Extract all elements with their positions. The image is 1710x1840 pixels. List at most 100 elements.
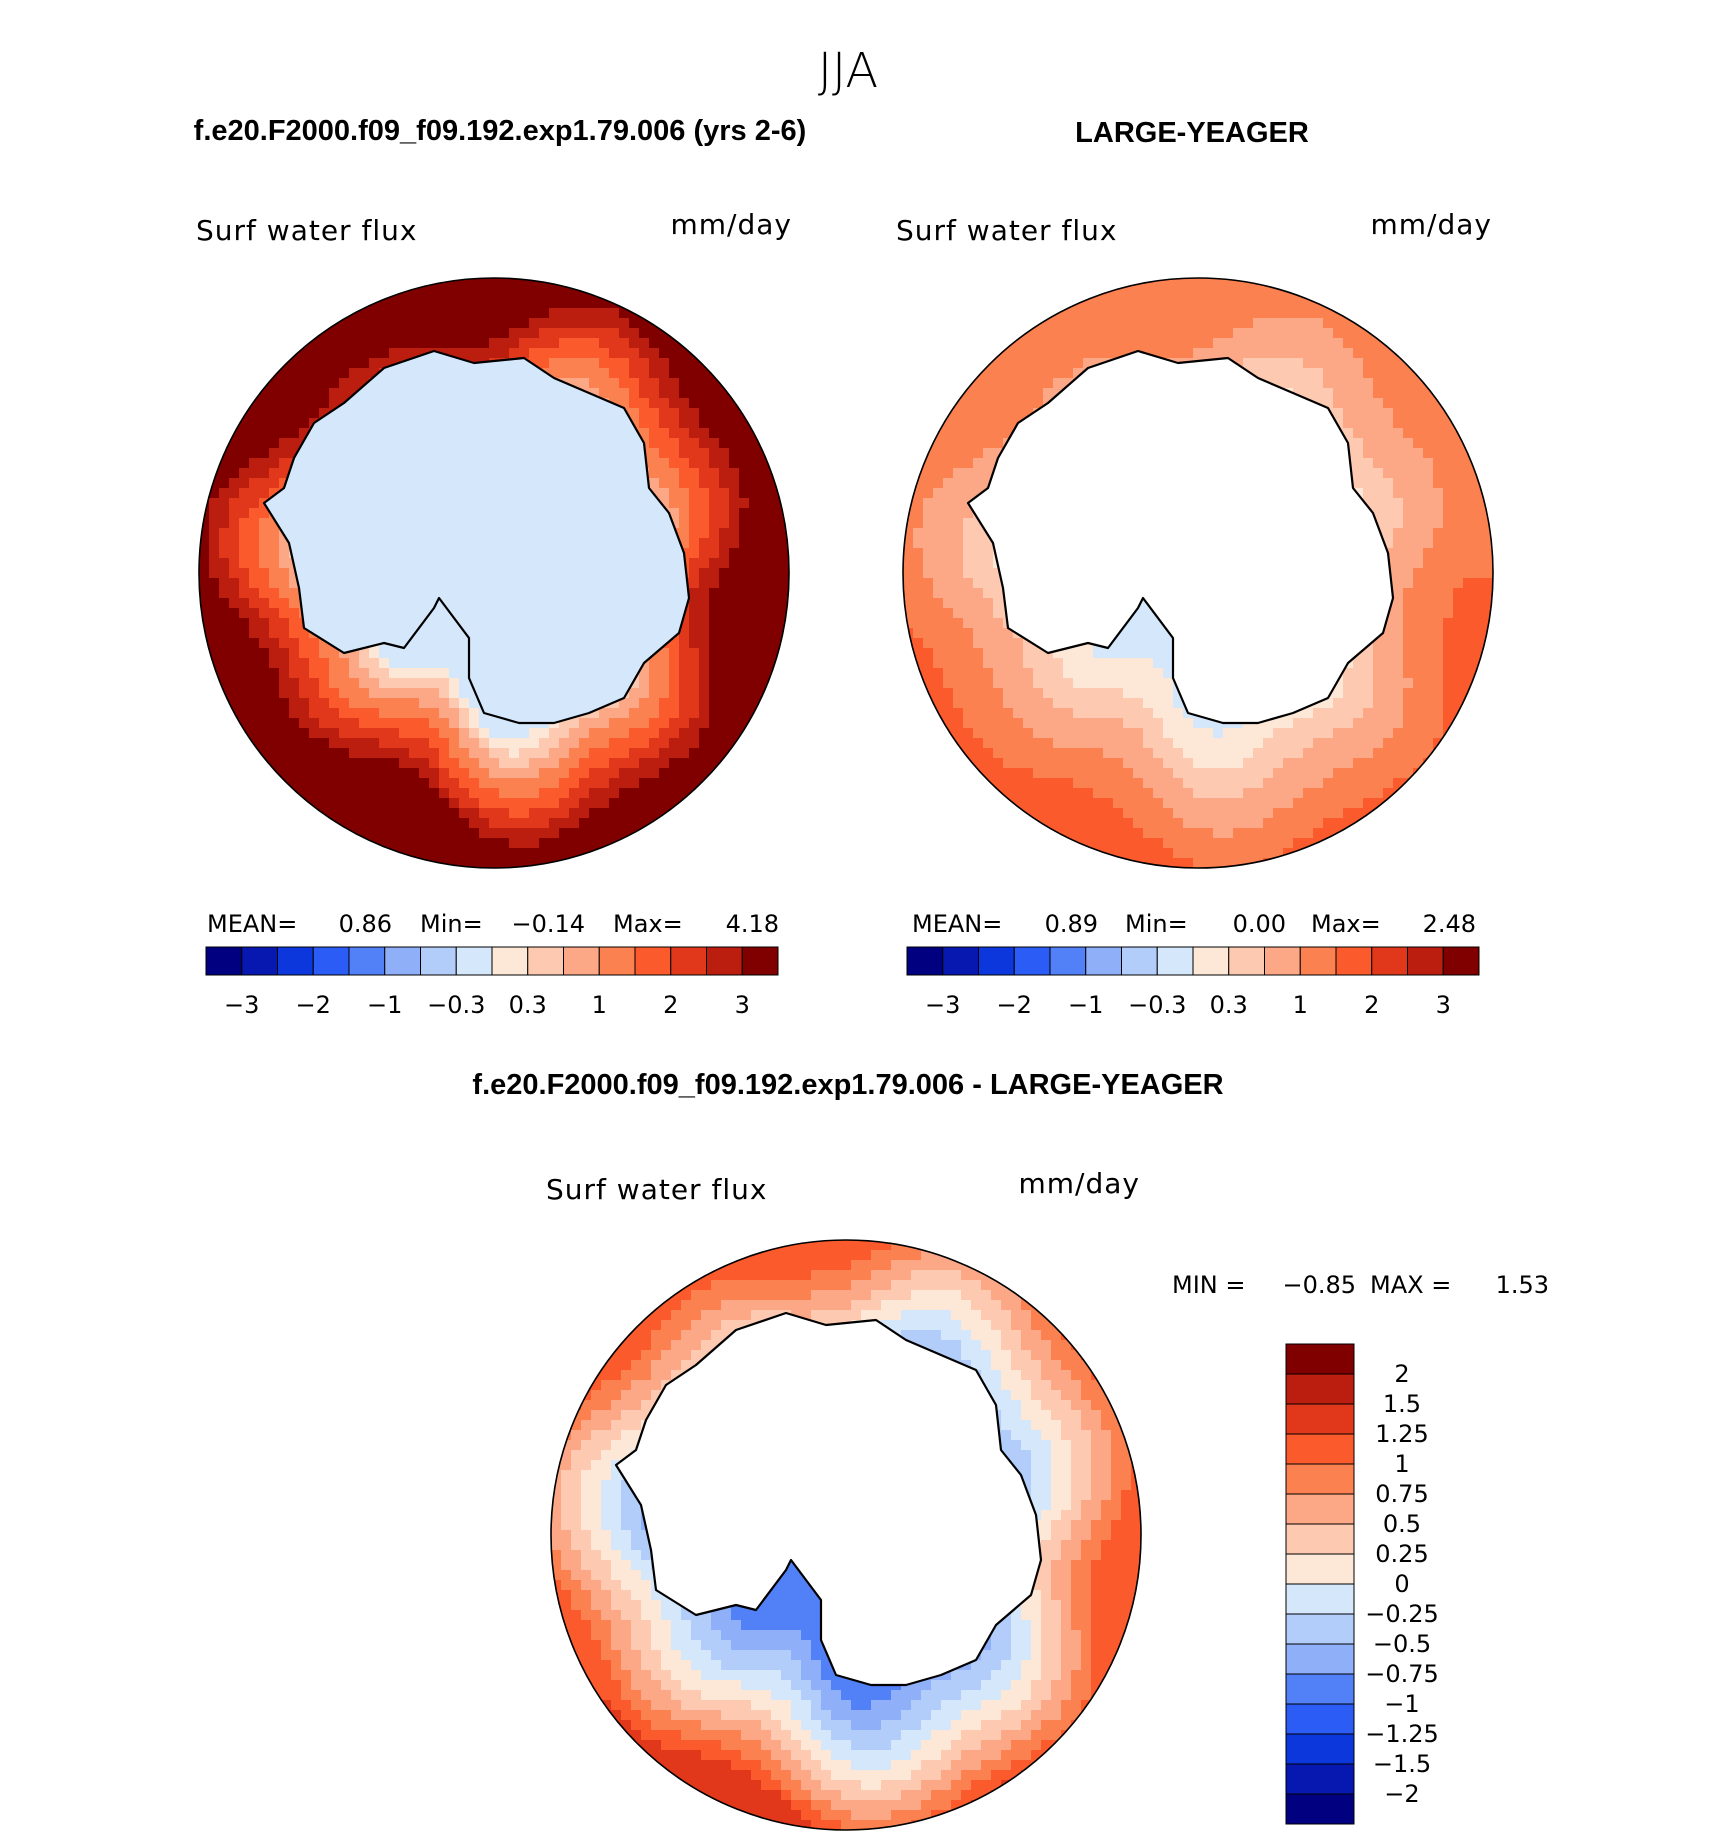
map-grid-cell [469, 348, 480, 359]
map-grid-cell [943, 628, 954, 639]
map-grid-cell [359, 688, 370, 699]
map-grid-cell [249, 648, 260, 659]
map-grid-cell [299, 418, 310, 429]
map-grid-cell [439, 798, 450, 809]
map-grid-cell [1243, 358, 1254, 369]
map-grid-cell [479, 348, 490, 359]
map-grid-cell [1373, 458, 1384, 469]
map-grid-cell [739, 468, 750, 479]
map-grid-cell [509, 838, 520, 849]
map-grid-cell [1163, 348, 1174, 359]
map-grid-cell [239, 548, 250, 559]
map-grid-cell [559, 358, 570, 369]
map-grid-cell [699, 628, 710, 639]
map-grid-cell [943, 488, 954, 499]
map-grid-cell [299, 708, 310, 719]
map-grid-cell [289, 448, 300, 459]
map-grid-cell [279, 438, 290, 449]
map-grid-cell [719, 398, 730, 409]
map-grid-cell [1303, 388, 1314, 399]
map-grid-cell [1323, 328, 1334, 339]
map-grid-cell [1393, 578, 1404, 589]
map-grid-cell [569, 718, 580, 729]
map-grid-cell [699, 438, 710, 449]
map-grid-cell [529, 738, 540, 749]
map-grid-cell [679, 778, 690, 789]
map-grid-cell [1073, 338, 1084, 349]
map-grid-cell [629, 718, 640, 729]
map-grid-cell [199, 478, 210, 489]
map-grid-cell [953, 468, 964, 479]
map-grid-cell [339, 338, 350, 349]
map-grid-cell [199, 538, 210, 549]
map-grid-cell [639, 378, 650, 389]
map-grid-cell [419, 308, 430, 319]
map-grid-cell [329, 388, 340, 399]
map-grid-cell [699, 578, 710, 589]
map-grid-cell [489, 808, 500, 819]
map-grid-cell [269, 568, 280, 579]
map-grid-cell [943, 658, 954, 669]
map-grid-cell [449, 328, 460, 339]
map-grid-cell [963, 588, 974, 599]
map-grid-cell [249, 728, 260, 739]
map-grid-cell [1443, 638, 1454, 649]
map-grid-cell [1453, 668, 1464, 679]
map-grid-cell [729, 698, 740, 709]
map-grid-cell [299, 658, 310, 669]
map-grid-cell [669, 738, 680, 749]
map-grid-cell [569, 858, 580, 868]
map-grid-cell [409, 838, 420, 849]
map-grid-cell [1413, 608, 1424, 619]
map-grid-cell [339, 808, 350, 819]
colorbar-swatch [241, 946, 278, 976]
map-grid-cell [689, 438, 700, 449]
map-grid-cell [429, 298, 440, 309]
map-grid-cell [1383, 668, 1394, 679]
map-grid-cell [689, 378, 700, 389]
map-grid-cell [689, 468, 700, 479]
map-grid-cell [429, 828, 440, 839]
map-grid-cell [319, 798, 330, 809]
map-grid-cell [1163, 298, 1174, 309]
map-grid-cell [299, 698, 310, 709]
map-grid-cell [953, 568, 964, 579]
map-grid-cell [1393, 488, 1404, 499]
map-grid-cell [429, 668, 440, 679]
map-grid-cell [489, 298, 500, 309]
map-grid-cell [913, 538, 924, 549]
map-grid-cell [689, 578, 700, 589]
map-grid-cell [249, 598, 260, 609]
map-grid-cell [1043, 348, 1054, 359]
map-grid-cell [669, 788, 680, 799]
map-grid-cell [239, 678, 250, 689]
map-grid-cell [549, 798, 560, 809]
map-grid-cell [629, 348, 640, 359]
map-grid-cell [923, 478, 934, 489]
map-grid-cell [529, 318, 540, 329]
map-grid-cell [1073, 658, 1084, 669]
map-grid-cell [419, 798, 430, 809]
map-grid-cell [669, 708, 680, 719]
map-grid-cell [943, 458, 954, 469]
map-grid-cell [649, 388, 660, 399]
map-grid-cell [239, 618, 250, 629]
map-grid-cell [1353, 658, 1364, 669]
map-grid-cell [1433, 428, 1444, 439]
map-grid-cell [1123, 288, 1134, 299]
map-grid-cell [319, 778, 330, 789]
map-grid-cell [319, 708, 330, 719]
map-grid-cell [609, 748, 620, 759]
colorbar-swatch [670, 946, 707, 976]
map-grid-cell [923, 458, 934, 469]
map-grid-cell [249, 658, 260, 669]
map-grid-cell [649, 448, 660, 459]
map-grid-cell [359, 378, 370, 389]
map-grid-cell [499, 318, 510, 329]
map-grid-cell [913, 578, 924, 589]
map-grid-cell [709, 698, 720, 709]
map-grid-cell [903, 568, 914, 579]
map-grid-cell [1423, 558, 1434, 569]
map-grid-cell [219, 658, 230, 669]
map-grid-cell [943, 598, 954, 609]
